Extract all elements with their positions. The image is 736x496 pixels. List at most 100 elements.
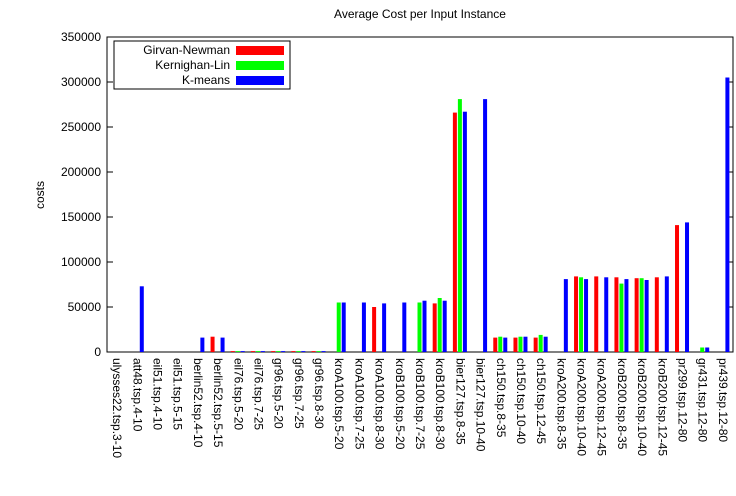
x-tick-label: bier127.tsp.8-35 <box>453 358 467 445</box>
x-tick-label: kroB100.tsp.5-20 <box>393 358 407 450</box>
y-tick-label: 350000 <box>61 30 101 44</box>
bar <box>579 277 584 352</box>
bar <box>654 277 659 352</box>
bar <box>210 336 215 352</box>
x-tick-label: kroB200.tsp.8-35 <box>615 358 629 450</box>
x-tick-label: ch150.tsp.12-45 <box>534 358 548 444</box>
bar <box>230 351 235 352</box>
bar <box>685 222 690 352</box>
bar <box>442 300 447 352</box>
bar <box>255 351 260 352</box>
bar <box>382 303 387 352</box>
bar <box>574 276 579 352</box>
x-tick-label: ulysses22.tsp.3-10 <box>110 358 124 458</box>
bar <box>271 351 276 352</box>
bar <box>614 277 619 352</box>
bar <box>200 337 205 352</box>
x-tick-label: kroB100.tsp.8-30 <box>433 358 447 450</box>
bar <box>538 334 543 352</box>
bar <box>700 347 705 352</box>
x-tick-label: kroA200.tsp.10-40 <box>575 358 589 456</box>
y-tick-label: 0 <box>94 345 101 359</box>
bar <box>639 278 644 352</box>
x-tick-label: gr96.tsp.8-30 <box>312 358 326 429</box>
bar <box>316 351 321 352</box>
x-tick-label: gr96.tsp.7-25 <box>292 358 306 429</box>
bar <box>281 351 286 352</box>
bar <box>563 279 568 352</box>
bar <box>361 302 366 352</box>
legend-swatch <box>236 76 284 85</box>
bar <box>513 337 518 352</box>
bar <box>372 307 377 352</box>
bar <box>402 302 407 352</box>
bar <box>240 351 245 352</box>
bar <box>291 351 296 352</box>
bar <box>634 278 639 352</box>
bar <box>260 351 265 352</box>
x-tick-label: kroB100.tsp.7-25 <box>413 358 427 450</box>
bar <box>437 298 442 352</box>
x-tick-label: ch150.tsp.8-35 <box>494 358 508 438</box>
x-tick-label: gr431.tsp.12-80 <box>696 358 710 442</box>
bar <box>250 351 255 352</box>
bar <box>336 302 341 352</box>
bar <box>417 302 422 352</box>
x-tick-label: kroA100.tsp.8-30 <box>373 358 387 450</box>
bar <box>422 300 427 352</box>
bar <box>543 336 548 352</box>
bar <box>493 337 498 352</box>
x-tick-label: berlin52.tsp.5-15 <box>211 358 225 448</box>
y-tick-label: 250000 <box>61 120 101 134</box>
legend-swatch <box>236 61 284 70</box>
x-tick-label: kroA200.tsp.8-35 <box>554 358 568 450</box>
y-tick-label: 300000 <box>61 75 101 89</box>
bar <box>725 77 730 352</box>
bar <box>483 99 488 352</box>
x-tick-label: eil51.tsp.5-15 <box>171 358 185 430</box>
x-tick-label: kroB200.tsp.12-45 <box>655 358 669 456</box>
bar <box>457 99 462 352</box>
bar <box>311 351 316 352</box>
bar <box>705 347 710 352</box>
x-tick-label: kroB200.tsp.10-40 <box>635 358 649 456</box>
bar <box>296 351 301 352</box>
x-tick-label: berlin52.tsp.4-10 <box>191 358 205 448</box>
bar <box>533 337 538 352</box>
bar <box>503 337 508 352</box>
y-axis-label: costs <box>33 181 47 209</box>
bar <box>619 283 624 352</box>
x-tick-label: eil51.tsp.4-10 <box>150 358 164 430</box>
x-tick-label: pr299.tsp.12-80 <box>676 358 690 442</box>
bar <box>341 302 346 352</box>
y-tick-label: 100000 <box>61 255 101 269</box>
bar <box>584 279 589 352</box>
bar <box>523 336 528 352</box>
x-tick-label: eil76.tsp.7-25 <box>251 358 265 430</box>
legend-label: Girvan-Newman <box>143 43 230 57</box>
bar <box>675 225 680 352</box>
chart-title: Average Cost per Input Instance <box>334 7 506 21</box>
y-tick-label: 200000 <box>61 165 101 179</box>
legend-label: K-means <box>182 73 230 87</box>
x-tick-label: eil76.tsp.5-20 <box>231 358 245 430</box>
bar <box>518 336 523 352</box>
bar <box>321 351 326 352</box>
y-tick-label: 50000 <box>68 300 102 314</box>
x-tick-label: kroA100.tsp.7-25 <box>352 358 366 450</box>
bar <box>432 303 437 352</box>
x-tick-label: gr96.tsp.5-20 <box>272 358 286 429</box>
bar <box>664 276 669 352</box>
legend-label: Kernighan-Lin <box>155 58 230 72</box>
bar <box>452 112 457 352</box>
x-tick-label: bier127.tsp.10-40 <box>474 358 488 452</box>
legend-swatch <box>236 46 284 55</box>
bar <box>624 279 629 352</box>
bar <box>139 286 144 352</box>
x-tick-label: kroA100.tsp.5-20 <box>332 358 346 450</box>
bar <box>276 351 281 352</box>
bar <box>301 351 306 352</box>
x-tick-label: kroA200.tsp.12-45 <box>595 358 609 456</box>
bar <box>462 111 467 352</box>
